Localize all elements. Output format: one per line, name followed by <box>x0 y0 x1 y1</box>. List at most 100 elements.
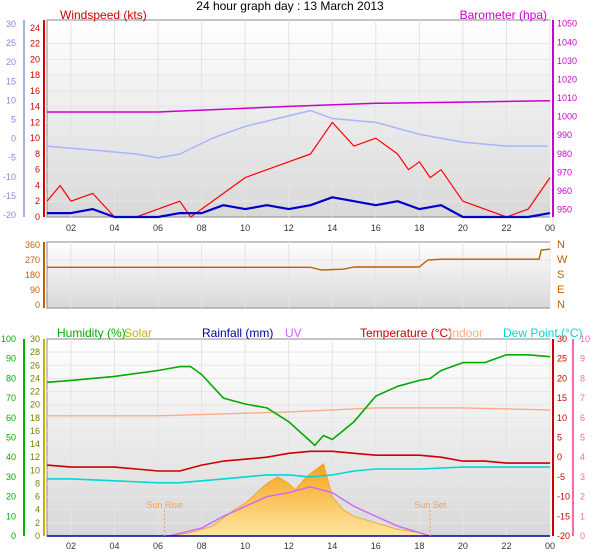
solar-area <box>168 463 431 537</box>
humidity-tick-label: 60 <box>6 413 16 423</box>
barometer-tick-label: 950 <box>557 205 572 215</box>
x-tick-label: 08 <box>197 541 207 551</box>
solar-tick-label: 10 <box>30 465 40 475</box>
solar-tick-label: 8 <box>35 478 40 488</box>
windspeed-legend: Windspeed (kts) <box>60 8 147 22</box>
temperature-line <box>46 450 550 472</box>
page-title: 24 hour graph day : 13 March 2013 <box>196 0 384 13</box>
x-tick-label: 18 <box>414 223 424 233</box>
solar-tick-label: 12 <box>30 452 40 462</box>
wind-chill-tick-label: 5 <box>11 115 16 125</box>
wind-direction-line <box>47 248 551 271</box>
barometer-tick-label: 1030 <box>557 56 577 66</box>
wind-chill-tick-label: -10 <box>3 172 16 182</box>
barometer-tick-label: 990 <box>557 130 572 140</box>
solar-tick-label: 16 <box>30 426 40 436</box>
x-tick-label: 04 <box>109 223 119 233</box>
uv-tick-label: 10 <box>580 334 590 344</box>
solar-tick-label: 4 <box>35 505 40 515</box>
wind-chill-tick-label: -5 <box>8 153 16 163</box>
temperature-tick-label: 10 <box>557 413 567 423</box>
wind-chill-tick-label: 25 <box>6 38 16 48</box>
dewpoint-line <box>47 466 550 484</box>
compass-tick-label: N <box>557 299 565 311</box>
wind-chill-tick-label: -20 <box>3 210 16 220</box>
uv-tick-label: 1 <box>580 511 585 521</box>
x-tick-label: 06 <box>153 541 163 551</box>
uv-tick-label: 4 <box>580 452 585 462</box>
direction-tick-label: 180 <box>25 270 40 280</box>
solar-tick-label: 28 <box>30 347 40 357</box>
x-tick-label: 14 <box>327 223 337 233</box>
barometer-line <box>47 100 551 113</box>
wind-chill-tick-label: -15 <box>3 191 16 201</box>
humidity-tick-label: 30 <box>6 472 16 482</box>
wind-chill-tick-label: 10 <box>6 95 16 105</box>
compass-tick-label: W <box>557 254 568 266</box>
x-tick-label: 12 <box>284 541 294 551</box>
temperature-tick-label: 25 <box>557 354 567 364</box>
temperature-tick-label: -5 <box>557 472 565 482</box>
temperature-tick-label: 30 <box>557 334 567 344</box>
humidity-line <box>46 353 551 447</box>
temperature-tick-label: 15 <box>557 393 567 403</box>
humidity-tick-label: 20 <box>6 492 16 502</box>
windspeed-tick-label: 2 <box>35 196 40 206</box>
direction-tick-label: 90 <box>30 285 40 295</box>
humidity-tick-label: 10 <box>6 511 16 521</box>
temperature-legend: Temperature (°C) <box>360 326 452 340</box>
x-tick-label: 16 <box>371 541 381 551</box>
barometer-tick-label: 1000 <box>557 112 577 122</box>
x-tick-label: 00 <box>545 223 555 233</box>
humidity-tick-label: 70 <box>6 393 16 403</box>
windspeed-tick-label: 4 <box>35 180 40 190</box>
solar-tick-label: 6 <box>35 492 40 502</box>
x-tick-label: 06 <box>153 223 163 233</box>
x-tick-label: 14 <box>327 541 337 551</box>
humidity-legend: Humidity (%) <box>57 326 126 340</box>
uv-tick-label: 2 <box>580 492 585 502</box>
barometer-tick-label: 960 <box>557 186 572 196</box>
windspeed-tick-label: 14 <box>30 102 40 112</box>
uv-tick-label: 8 <box>580 373 585 383</box>
x-tick-label: 18 <box>414 541 424 551</box>
x-tick-label: 16 <box>371 223 381 233</box>
windspeed-tick-label: 24 <box>30 23 40 33</box>
direction-tick-label: 0 <box>35 300 40 310</box>
temperature-tick-label: 5 <box>557 433 562 443</box>
solar-tick-label: 18 <box>30 413 40 423</box>
compass-tick-label: S <box>557 269 564 281</box>
windspeed-tick-label: 18 <box>30 70 40 80</box>
windspeed-tick-label: 10 <box>30 133 40 143</box>
windspeed-tick-label: 20 <box>30 54 40 64</box>
windspeed-tick-label: 12 <box>30 117 40 127</box>
x-tick-label: 08 <box>197 223 207 233</box>
wind-chill-tick-label: 0 <box>11 134 16 144</box>
windspeed-tick-label: 0 <box>35 212 40 222</box>
solar-legend: Solar <box>124 326 152 340</box>
temperature-tick-label: -15 <box>557 511 570 521</box>
x-tick-label: 02 <box>66 223 76 233</box>
temperature-tick-label: 0 <box>557 452 562 462</box>
barometer-legend: Barometer (hpa) <box>460 8 547 22</box>
wind-chill-tick-label: 20 <box>6 57 16 67</box>
humidity-tick-label: 90 <box>6 354 16 364</box>
uv-legend: UV <box>285 326 302 340</box>
windspeed-tick-label: 22 <box>30 39 40 49</box>
solar-tick-label: 14 <box>30 439 40 449</box>
x-tick-label: 00 <box>545 541 555 551</box>
solar-tick-label: 0 <box>35 531 40 541</box>
solar-tick-label: 2 <box>35 518 40 528</box>
x-tick-label: 20 <box>458 541 468 551</box>
barometer-tick-label: 1020 <box>557 74 577 84</box>
uv-tick-label: 3 <box>580 472 585 482</box>
sunrise-label: Sun Rise <box>146 500 183 510</box>
windspeed-tick-label: 16 <box>30 86 40 96</box>
humidity-tick-label: 100 <box>1 334 16 344</box>
uv-tick-label: 5 <box>580 433 585 443</box>
wind-chill-tick-label: 15 <box>6 76 16 86</box>
solar-tick-label: 30 <box>30 334 40 344</box>
wind-chill-line <box>46 109 548 159</box>
wind-average-line <box>47 196 551 219</box>
